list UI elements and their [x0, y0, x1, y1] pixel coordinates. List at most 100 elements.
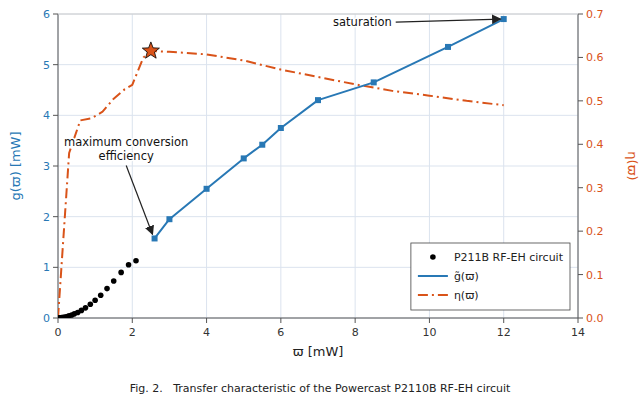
y-tick-label: 6 — [43, 8, 50, 21]
annotation-line: maximum conversion — [64, 135, 188, 149]
y2-tick — [578, 318, 583, 319]
y2-tick-label: 0.0 — [586, 312, 604, 325]
x-tick-label: 14 — [571, 326, 585, 339]
y-tick-label: 4 — [43, 109, 50, 122]
grid-line-x — [578, 14, 579, 318]
annotation-text: saturation — [333, 15, 392, 29]
y-tick-label: 3 — [43, 160, 50, 173]
legend: P211B RF-EH circuit g̃(ϖ) η(ϖ) — [411, 243, 570, 310]
legend-symbol — [430, 254, 436, 260]
y2-tick — [578, 100, 583, 101]
y2-tick — [578, 144, 583, 145]
background — [0, 0, 640, 400]
y2-tick-label: 0.2 — [586, 225, 604, 238]
annotations: saturation maximum conversionefficiency — [64, 15, 501, 234]
legend-box — [411, 243, 570, 310]
x-axis-label: ϖ [mW] — [293, 344, 344, 359]
point-circle — [111, 278, 117, 284]
x-tick-label: 6 — [277, 326, 284, 339]
point-square — [501, 16, 507, 22]
y-tick — [53, 115, 58, 116]
y2-tick — [578, 57, 583, 58]
y-tick — [53, 216, 58, 217]
point-square — [259, 142, 265, 148]
point-square — [241, 155, 247, 161]
layer-markers-top — [142, 42, 159, 58]
point-square — [445, 44, 451, 50]
x-tick — [206, 318, 207, 323]
y-tick — [53, 318, 58, 319]
y2-tick-label: 0.5 — [586, 95, 604, 108]
grid-line-y — [58, 216, 578, 217]
x-tick-label: 2 — [129, 326, 136, 339]
y-tick-label: 2 — [43, 211, 50, 224]
y2-tick — [578, 274, 583, 275]
annotation-arrow — [126, 165, 152, 234]
point-circle — [88, 302, 94, 308]
plot-top-line — [58, 14, 578, 15]
point-circle — [98, 292, 104, 298]
point-square — [278, 125, 284, 131]
y2-tick — [578, 14, 583, 15]
annotation-line: efficiency — [99, 149, 154, 163]
grid-line-y — [58, 166, 578, 167]
point-circle — [133, 258, 139, 264]
legend-label: g̃(ϖ) — [454, 270, 479, 283]
series-line — [155, 19, 504, 238]
grid-line-y — [58, 64, 578, 65]
x-tick — [578, 318, 579, 323]
point-square — [152, 235, 158, 241]
legend-symbol — [418, 294, 448, 296]
y2-axis-line — [578, 14, 579, 318]
x-tick-label: 10 — [422, 326, 436, 339]
x-tick — [58, 318, 59, 323]
legend-symbol — [418, 275, 448, 277]
y-axis-label: g(ϖ) [mW] — [8, 131, 23, 200]
grid-line-y — [58, 14, 578, 15]
point-circle — [104, 286, 110, 292]
point-square — [166, 216, 172, 222]
y2-tick-label: 0.4 — [586, 138, 604, 151]
point-square — [371, 79, 377, 85]
x-tick — [132, 318, 133, 323]
point-square — [204, 186, 210, 192]
y-tick-label: 0 — [43, 312, 50, 325]
grid-line-y — [58, 115, 578, 116]
grid-line-y — [58, 318, 578, 319]
annotation-arrow — [396, 19, 501, 22]
y2-tick-label: 0.6 — [586, 51, 604, 64]
axes: 0246810121401234560.00.10.20.30.40.50.60… — [43, 8, 604, 339]
annotation-text: maximum conversionefficiency — [64, 135, 188, 163]
y2-tick-label: 0.3 — [586, 182, 604, 195]
caption: Fig. 2. Transfer characteristic of the P… — [130, 382, 511, 395]
point-square — [315, 97, 321, 103]
y-tick-label: 5 — [43, 59, 50, 72]
x-tick-label: 12 — [497, 326, 511, 339]
y-tick — [53, 267, 58, 268]
point-circle — [92, 297, 98, 303]
point-star — [142, 42, 159, 58]
y2-tick — [578, 187, 583, 188]
x-tick-label: 4 — [203, 326, 210, 339]
grid — [58, 14, 578, 318]
y-tick — [53, 166, 58, 167]
x-tick-label: 8 — [352, 326, 359, 339]
x-tick — [429, 318, 430, 323]
y2-tick-label: 0.1 — [586, 269, 604, 282]
y2-tick — [578, 231, 583, 232]
y-tick-label: 1 — [43, 261, 50, 274]
x-tick — [280, 318, 281, 323]
point-circle — [126, 262, 132, 268]
x-axis-line — [58, 318, 578, 319]
annotation-line: saturation — [333, 15, 392, 29]
chart: 0246810121401234560.00.10.20.30.40.50.60… — [0, 0, 640, 400]
y2-tick-label: 0.7 — [586, 8, 604, 21]
x-tick — [503, 318, 504, 323]
y2-axis-label: η(ϖ) — [625, 151, 640, 180]
x-tick-label: 0 — [55, 326, 62, 339]
legend-label: P211B RF-EH circuit — [454, 251, 564, 264]
point-circle — [83, 305, 89, 311]
y-tick — [53, 64, 58, 65]
legend-label: η(ϖ) — [454, 289, 479, 302]
y-tick — [53, 14, 58, 15]
